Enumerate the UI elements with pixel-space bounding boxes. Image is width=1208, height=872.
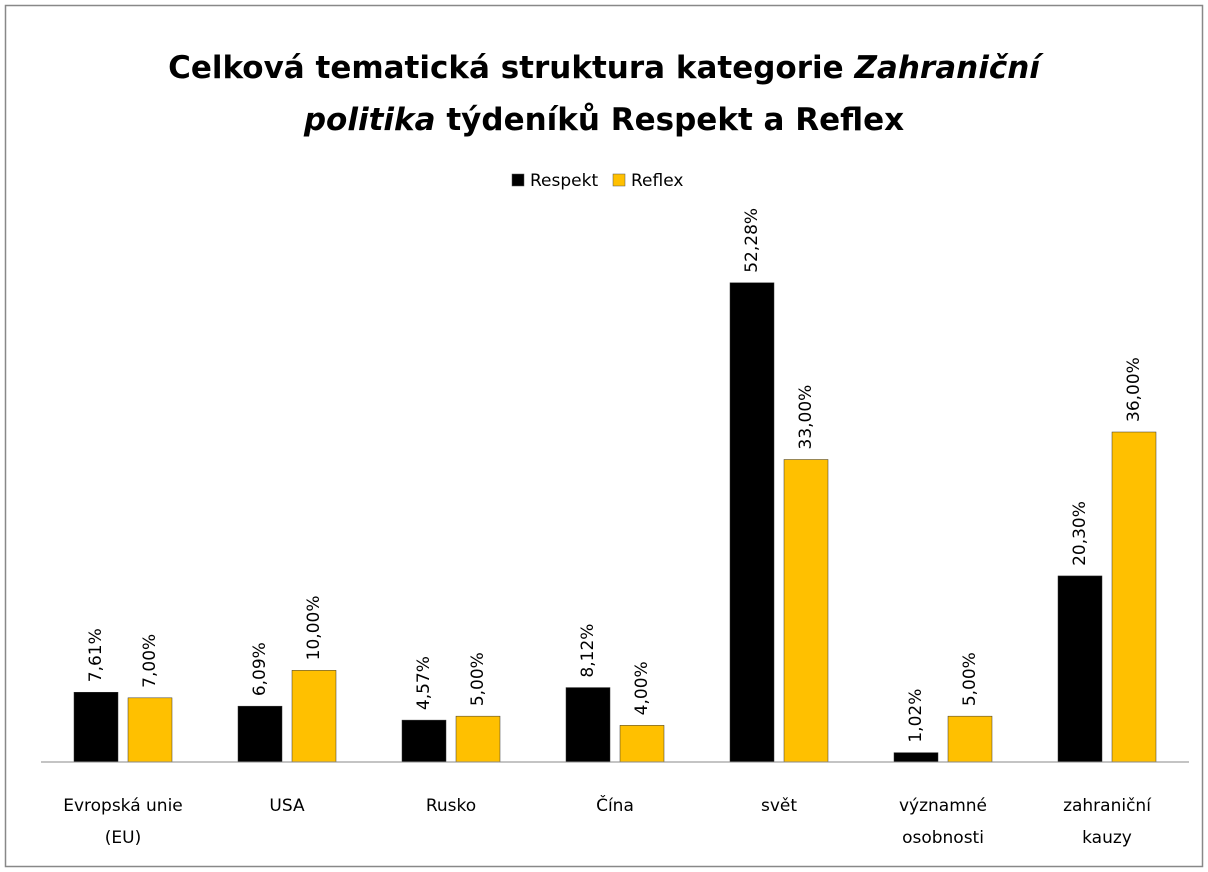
- legend-swatch: [511, 173, 525, 187]
- label-line: kauzy: [1082, 828, 1132, 848]
- bar: [127, 697, 173, 763]
- x-tick-label: zahraniční kauzy: [1063, 796, 1152, 848]
- label-line: (EU): [105, 828, 141, 848]
- label-line: Rusko: [426, 796, 476, 816]
- x-tick-label: Čína: [596, 794, 634, 816]
- bar: [729, 282, 775, 763]
- label-line: zahraniční: [1063, 796, 1152, 816]
- title-segment: Celková tematická struktura kategorie: [168, 50, 855, 86]
- data-label: 10,00%: [304, 596, 324, 661]
- label-line: osobnosti: [902, 828, 984, 848]
- bar: [619, 725, 665, 763]
- bar: [291, 670, 337, 763]
- legend-swatch: [612, 173, 626, 187]
- bar: [1057, 575, 1103, 763]
- bar: [73, 691, 119, 763]
- data-label: 4,00%: [632, 661, 652, 715]
- data-label: 4,57%: [414, 656, 434, 710]
- bar: [455, 715, 501, 763]
- bar: [1111, 431, 1157, 763]
- title-line: Celková tematická struktura kategorie Za…: [0, 42, 1208, 94]
- bar: [237, 705, 283, 763]
- data-label: 36,00%: [1124, 357, 1144, 422]
- bar: [893, 752, 939, 763]
- data-label: 5,00%: [960, 652, 980, 706]
- x-tick-label: Evropská unie (EU): [63, 796, 183, 848]
- label-line: svět: [761, 796, 797, 816]
- data-label: 7,00%: [140, 634, 160, 688]
- data-label: 7,61%: [86, 628, 106, 682]
- label-line: Evropská unie: [63, 796, 183, 816]
- title-segment: týdeníků Respekt a Reflex: [435, 102, 905, 138]
- legend-label: Respekt: [530, 171, 598, 191]
- title-line: politika týdeníků Respekt a Reflex: [0, 94, 1208, 146]
- title-segment: Zahraniční: [854, 50, 1040, 86]
- x-tick-label: významné osobnosti: [899, 796, 987, 848]
- data-label: 5,00%: [468, 652, 488, 706]
- label-line: Čína: [596, 794, 634, 816]
- data-label: 8,12%: [578, 624, 598, 678]
- bar: [783, 459, 829, 763]
- bar: [565, 687, 611, 763]
- title-segment: politika: [303, 102, 436, 138]
- x-tick-label: Rusko: [426, 796, 476, 816]
- chart-title: Celková tematická struktura kategorie Za…: [0, 42, 1208, 146]
- label-line: významné: [899, 796, 987, 816]
- bar: [947, 715, 993, 763]
- legend-label: Reflex: [631, 171, 683, 191]
- data-label: 20,30%: [1070, 501, 1090, 566]
- data-label: 6,09%: [250, 642, 270, 696]
- data-label: 33,00%: [796, 385, 816, 450]
- data-label: 52,28%: [742, 208, 762, 273]
- data-label: 1,02%: [906, 689, 926, 743]
- x-tick-label: svět: [761, 796, 797, 816]
- bar: [401, 719, 447, 763]
- label-line: USA: [269, 796, 305, 816]
- x-tick-label: USA: [269, 796, 305, 816]
